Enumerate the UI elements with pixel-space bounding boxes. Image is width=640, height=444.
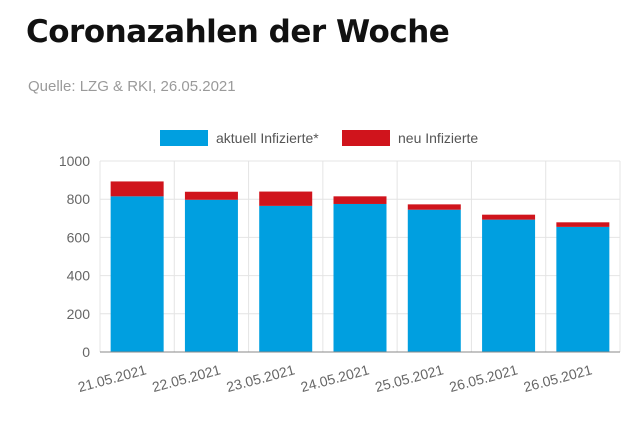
bar-aktuell-infizierte	[556, 226, 610, 352]
x-tick-label: 26.05.2021	[522, 361, 594, 395]
y-tick-label: 0	[82, 344, 90, 360]
bar-aktuell-infizierte	[259, 205, 313, 352]
bar-neu-infizierte	[184, 191, 238, 200]
y-tick-label: 1000	[59, 153, 90, 169]
bar-neu-infizierte	[259, 191, 313, 206]
page-title: Coronazahlen der Woche	[26, 14, 450, 50]
bars-layer	[110, 181, 610, 352]
legend-item-aktuell[interactable]: aktuell Infizierte*	[160, 130, 319, 146]
bar-aktuell-infizierte	[333, 203, 387, 352]
y-tick-label: 800	[67, 191, 91, 207]
legend-label: aktuell Infizierte*	[216, 130, 319, 146]
bar-aktuell-infizierte	[184, 199, 238, 352]
x-tick-label: 25.05.2021	[373, 361, 445, 395]
bar-aktuell-infizierte	[110, 196, 164, 352]
source-note: Quelle: LZG & RKI, 26.05.2021	[28, 78, 236, 95]
y-tick-label: 600	[67, 229, 91, 245]
x-tick-label: 22.05.2021	[150, 361, 222, 395]
bar-aktuell-infizierte	[407, 209, 461, 352]
bar-neu-infizierte	[482, 214, 536, 220]
y-tick-label: 200	[67, 306, 91, 322]
bar-aktuell-infizierte	[482, 219, 536, 352]
legend-swatch	[342, 130, 390, 146]
legend-label: neu Infizierte	[398, 130, 478, 146]
bar-neu-infizierte	[556, 222, 610, 227]
bar-neu-infizierte	[110, 181, 164, 197]
x-tick-label: 23.05.2021	[225, 361, 297, 395]
legend-swatch	[160, 130, 208, 146]
x-tick-label: 24.05.2021	[299, 361, 371, 395]
y-tick-label: 400	[67, 268, 91, 284]
bar-neu-infizierte	[407, 204, 461, 210]
x-tick-label: 26.05.2021	[448, 361, 520, 395]
bar-neu-infizierte	[333, 196, 387, 204]
legend-item-neu[interactable]: neu Infizierte	[342, 130, 478, 146]
legend: aktuell Infizierte* neu Infizierte	[160, 130, 478, 146]
x-tick-label: 21.05.2021	[76, 361, 148, 395]
